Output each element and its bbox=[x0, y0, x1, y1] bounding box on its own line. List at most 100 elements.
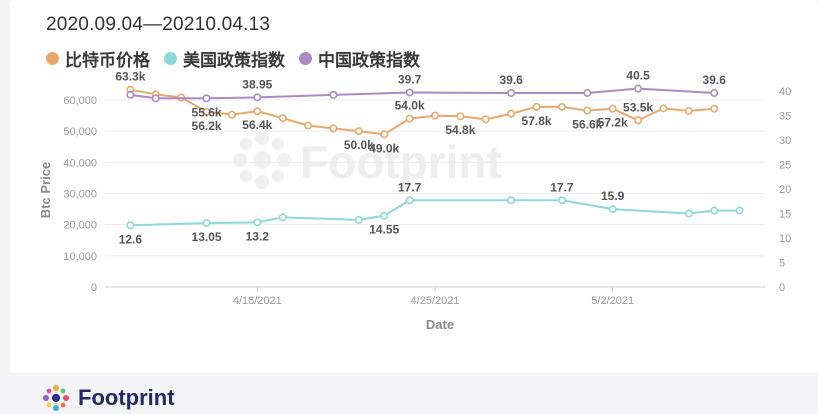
data-label-us: 13.05 bbox=[192, 230, 222, 244]
footer-logo[interactable]: Footprint bbox=[40, 384, 175, 412]
y2-tick-label: 15 bbox=[779, 209, 791, 221]
series-line-us bbox=[130, 199, 740, 227]
data-point-btc bbox=[329, 124, 338, 133]
data-point-us bbox=[735, 206, 744, 215]
legend-label-us: 美国政策指数 bbox=[183, 51, 285, 70]
data-label-cn: 39.6 bbox=[703, 73, 727, 87]
data-point-btc bbox=[634, 116, 643, 125]
data-point-btc bbox=[532, 102, 541, 111]
footer-brand-name: Footprint bbox=[78, 385, 175, 410]
grid bbox=[105, 99, 765, 257]
y2-tick-label: 30 bbox=[779, 135, 791, 147]
legend-label-cn: 中国政策指数 bbox=[318, 51, 420, 70]
y-tick-label: 0 bbox=[91, 282, 97, 294]
legend-swatch-us bbox=[164, 52, 177, 65]
data-label-cn: 55.6k bbox=[192, 105, 222, 119]
data-label-cn: 39.6 bbox=[499, 73, 523, 87]
data-label-btc: 56.2k bbox=[192, 119, 222, 133]
data-point-btc bbox=[405, 114, 414, 123]
legend-item-us[interactable]: 美国政策指数 bbox=[164, 46, 285, 71]
data-point-btc bbox=[557, 102, 566, 111]
data-label-us: 17.7 bbox=[550, 180, 574, 194]
y-tick-label: 10,000 bbox=[63, 251, 97, 263]
data-point-us bbox=[253, 218, 262, 227]
chart-title: 2020.09.04—20210.04.13 bbox=[46, 14, 271, 35]
data-label-cn: 40.5 bbox=[626, 69, 650, 83]
data-point-cn bbox=[583, 88, 592, 97]
data-label-btc: 54.8k bbox=[445, 123, 475, 137]
data-point-cn bbox=[507, 88, 516, 97]
data-point-us bbox=[507, 196, 516, 205]
data-point-btc bbox=[684, 106, 693, 115]
data-point-us bbox=[405, 196, 414, 205]
footprint-logo-icon bbox=[43, 385, 69, 411]
data-point-cn bbox=[634, 84, 643, 93]
legend-label-btc: 比特币价格 bbox=[65, 51, 150, 70]
y2-tick-label: 10 bbox=[779, 233, 791, 245]
y2-tick-label: 35 bbox=[779, 111, 791, 123]
y-tick-label: 20,000 bbox=[63, 220, 97, 232]
legend-swatch-btc bbox=[46, 52, 59, 65]
legend-item-cn[interactable]: 中国政策指数 bbox=[299, 46, 420, 71]
y-tick-label: 40,000 bbox=[63, 157, 97, 169]
series-line-cn bbox=[130, 87, 715, 100]
data-label-us: 17.7 bbox=[398, 180, 422, 194]
data-label-btc: 56.4k bbox=[242, 118, 272, 132]
x-tick-label: 4/25/2021 bbox=[411, 295, 460, 307]
data-label-btc: 63.3k bbox=[115, 70, 145, 84]
data-point-us bbox=[126, 221, 135, 230]
data-point-btc bbox=[304, 121, 313, 130]
y2-tick-label: 25 bbox=[779, 160, 791, 172]
y2-tick-label: 5 bbox=[779, 258, 785, 270]
legend: 比特币价格 美国政策指数 中国政策指数 bbox=[46, 46, 420, 71]
data-point-cn bbox=[710, 88, 719, 97]
axes: 0 10,000 20,000 30,000 40,000 50,000 60,000 0 5 1… bbox=[63, 86, 791, 307]
data-point-btc bbox=[354, 127, 363, 136]
y-tick-label: 60,000 bbox=[63, 95, 97, 107]
y2-tick-label: 20 bbox=[779, 184, 791, 196]
y2-tick-label: 0 bbox=[779, 282, 785, 294]
y2-tick-label: 40 bbox=[779, 86, 791, 98]
legend-swatch-cn bbox=[299, 52, 312, 65]
data-label-cn: 38.95 bbox=[242, 77, 272, 91]
data-label-btc: 56.6k bbox=[572, 118, 602, 132]
data-label-btc: 53.5k bbox=[623, 100, 653, 114]
data-point-btc bbox=[583, 106, 592, 115]
data-point-us bbox=[684, 209, 693, 218]
data-point-btc bbox=[202, 107, 211, 116]
data-label-btc: 49.0k bbox=[369, 141, 399, 155]
data-label-btc: 54.0k bbox=[395, 99, 425, 113]
data-point-cn bbox=[405, 88, 414, 97]
data-point-btc bbox=[278, 114, 287, 123]
y-axis-label: Btc Price bbox=[38, 162, 53, 218]
data-point-us bbox=[354, 215, 363, 224]
data-point-us bbox=[202, 219, 211, 228]
legend-item-btc[interactable]: 比特币价格 bbox=[46, 46, 150, 71]
watermark-logo-icon bbox=[233, 131, 291, 189]
y-tick-label: 30,000 bbox=[63, 189, 97, 201]
data-point-cn bbox=[126, 90, 135, 99]
data-point-btc bbox=[380, 130, 389, 139]
data-label-us: 12.6 bbox=[119, 232, 143, 246]
data-point-btc bbox=[659, 104, 668, 113]
data-point-btc bbox=[710, 104, 719, 113]
data-point-cn bbox=[151, 94, 160, 103]
data-point-btc bbox=[253, 107, 262, 116]
data-point-btc bbox=[456, 112, 465, 121]
data-point-cn bbox=[329, 90, 338, 99]
data-point-btc bbox=[430, 111, 439, 120]
data-point-cn bbox=[202, 94, 211, 103]
data-point-btc bbox=[227, 110, 236, 119]
data-label-us: 15.9 bbox=[601, 189, 625, 203]
data-point-btc bbox=[481, 115, 490, 124]
data-point-us bbox=[608, 205, 617, 214]
data-label-btc: 57.2k bbox=[598, 116, 628, 130]
data-point-btc bbox=[608, 104, 617, 113]
y-tick-label: 50,000 bbox=[63, 126, 97, 138]
data-point-btc bbox=[507, 109, 516, 118]
data-point-cn bbox=[253, 93, 262, 102]
data-point-us bbox=[710, 206, 719, 215]
data-label-us: 14.55 bbox=[369, 223, 399, 237]
